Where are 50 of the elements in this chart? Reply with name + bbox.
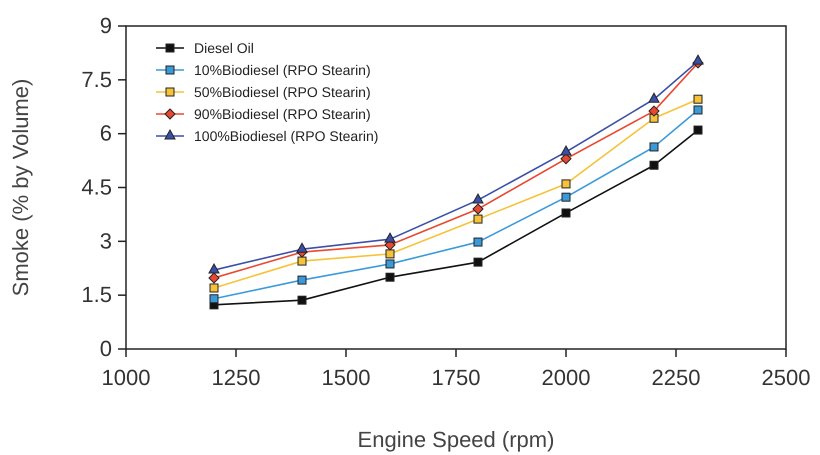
y-tick-label: 6 [100,120,112,146]
point [694,94,702,104]
point [562,192,570,202]
point [694,126,702,135]
point [650,142,658,152]
point [694,105,702,114]
point [298,296,306,305]
x-tick-label: 1000 [102,365,150,390]
x-tick-label: 1250 [212,365,260,390]
y-tick-label: 9 [100,13,112,38]
y-tick-label: 1.5 [81,282,112,308]
point [298,276,306,285]
point [474,238,482,247]
point [650,160,658,170]
point [474,214,482,224]
point [208,264,220,274]
point [386,259,394,268]
point [298,256,306,266]
x-tick-label: 2250 [652,365,700,390]
y-tick-label: 3 [100,228,112,254]
point [474,258,482,267]
point [210,294,218,304]
point [386,272,394,282]
point [692,54,704,65]
point [386,249,394,258]
y-tick-label: 7.5 [81,66,112,92]
point [560,145,572,156]
point [210,283,218,292]
point [472,204,484,215]
legend-label: 10%Biodiesel (RPO Stearin) [194,62,371,78]
point [208,272,220,284]
legend-label: 90%Biodiesel (RPO Stearin) [194,106,371,122]
y-axis-title: Smoke (% by Volume) [8,78,33,296]
legend-label: 50%Biodiesel (RPO Stearin) [194,84,371,100]
x-tick-label: 1500 [322,365,370,390]
point [648,92,660,103]
point [384,232,396,243]
legend-label: 100%Biodiesel (RPO Stearin) [194,128,378,144]
point [648,106,660,117]
point [562,179,570,188]
y-tick-label: 4.5 [81,174,112,200]
x-tick-label: 2500 [762,365,810,390]
x-axis-title: Engine Speed (rpm) [358,427,554,452]
x-tick-label: 1750 [432,365,480,390]
point [296,242,308,253]
point [562,208,570,218]
x-tick-label: 2000 [542,365,590,390]
point [472,194,484,204]
legend-label: Diesel Oil [194,40,254,56]
y-tick-label: 0 [100,336,112,361]
